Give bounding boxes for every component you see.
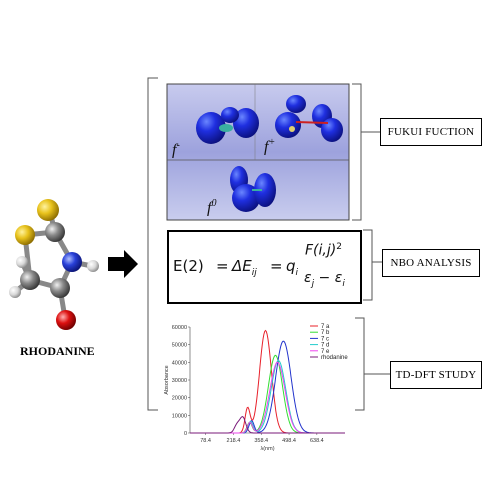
fukui-f-zero-orbital bbox=[230, 166, 276, 212]
td-dft-study-label: TD-DFT STUDY bbox=[390, 361, 482, 389]
sulfur-atom-ring bbox=[15, 225, 35, 245]
hydrogen-atom bbox=[16, 256, 28, 268]
y-axis-label: Absorbance bbox=[164, 365, 170, 394]
equation-numerator: F(i,j)2 bbox=[305, 242, 342, 259]
equation-delta: ΔEij bbox=[232, 257, 257, 278]
x-tick-label: 78.4 bbox=[200, 438, 211, 444]
x-tick-label: 638.4 bbox=[310, 438, 324, 444]
equation-eq1: = bbox=[216, 257, 229, 275]
fukui-f-zero-label: f0 bbox=[207, 198, 217, 217]
nitrogen-atom bbox=[62, 252, 82, 272]
oxygen-atom bbox=[56, 310, 76, 330]
legend-label: 7 d bbox=[321, 343, 329, 349]
fukui-f-plus-label: f+ bbox=[264, 137, 276, 156]
x-axis-label: λ(nm) bbox=[260, 446, 274, 452]
nbo-bracket bbox=[363, 229, 373, 301]
equation-lhs: E(2) bbox=[173, 257, 204, 275]
right-arrow-icon bbox=[108, 250, 138, 278]
legend-label: 7 e bbox=[321, 349, 330, 355]
left-bracket bbox=[147, 77, 158, 411]
carbon-atom bbox=[50, 278, 70, 298]
legend-label: 7 b bbox=[321, 330, 330, 336]
y-tick-label: 40000 bbox=[172, 360, 187, 366]
tddft-bracket bbox=[355, 317, 365, 411]
nbo-analysis-label: NBO ANALYSIS bbox=[382, 249, 480, 277]
fukui-f-plus-orbital bbox=[275, 95, 343, 142]
y-tick-label: 0 bbox=[184, 431, 187, 437]
y-tick-label: 10000 bbox=[172, 413, 187, 419]
hydrogen-atom bbox=[9, 286, 21, 298]
hydrogen-atom bbox=[87, 260, 99, 272]
y-tick-label: 50000 bbox=[172, 343, 187, 349]
nbo-equation-box bbox=[167, 230, 362, 304]
legend-label: 7 a bbox=[321, 324, 330, 330]
carbon-atom bbox=[20, 270, 40, 290]
carbon-atom bbox=[45, 222, 65, 242]
fukui-f-minus-label: f- bbox=[172, 140, 180, 159]
y-tick-label: 60000 bbox=[172, 325, 187, 331]
x-tick-label: 358.4 bbox=[254, 438, 268, 444]
sulfur-atom-thione bbox=[37, 199, 59, 221]
molecule-name: RHODANINE bbox=[20, 344, 95, 358]
y-tick-label: 30000 bbox=[172, 378, 187, 384]
legend-label: 7 c bbox=[321, 336, 329, 342]
x-tick-label: 498.4 bbox=[282, 438, 296, 444]
fukui-f-minus-orbital bbox=[196, 107, 259, 144]
legend-label: rhodanine bbox=[321, 355, 348, 361]
series-line bbox=[190, 416, 345, 434]
fukui-bracket bbox=[352, 83, 362, 221]
equation-eq2: = bbox=[270, 257, 283, 275]
y-tick-label: 20000 bbox=[172, 396, 187, 402]
equation-denominator: εj − εi bbox=[304, 270, 345, 289]
equation-q: qi bbox=[286, 257, 299, 278]
fukui-function-label: FUKUI FUCTION bbox=[380, 118, 482, 146]
x-tick-label: 218.4 bbox=[227, 438, 241, 444]
